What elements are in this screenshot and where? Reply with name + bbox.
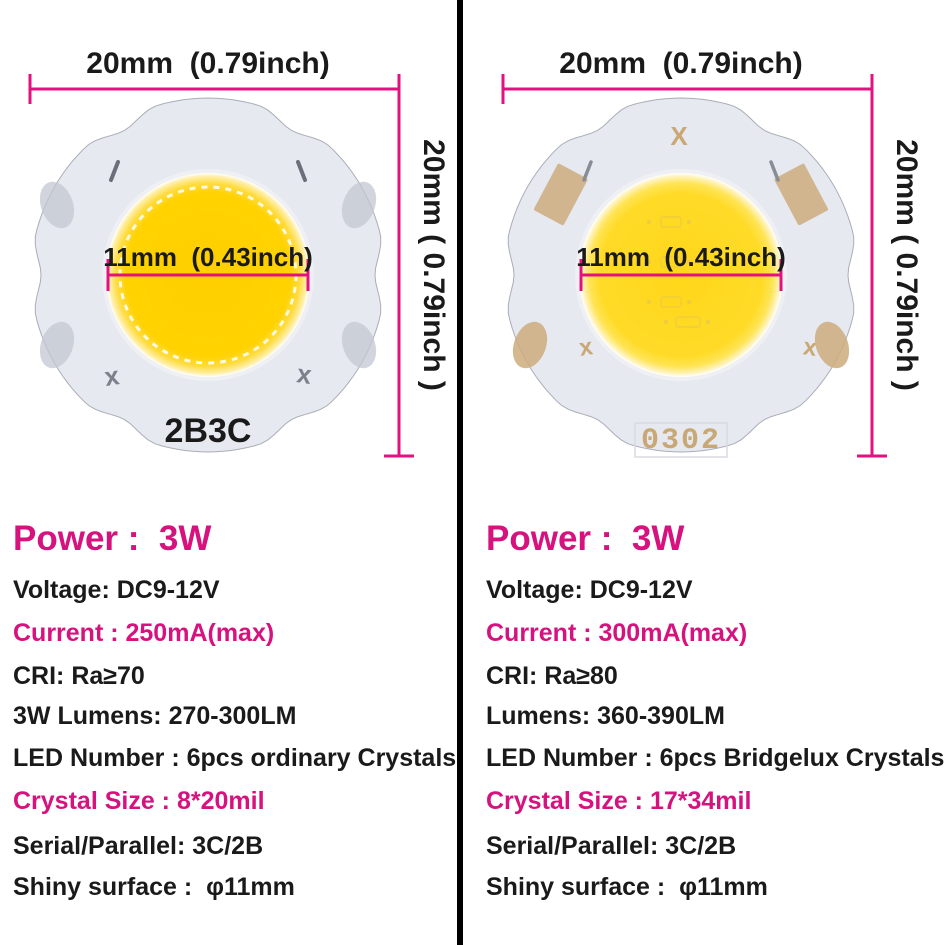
svg-text:2B3C: 2B3C — [165, 412, 252, 450]
svg-text:11mm (0.43inch): 11mm (0.43inch) — [103, 242, 313, 272]
svg-text:20mm (0.79inch): 20mm (0.79inch) — [559, 47, 802, 80]
svg-text:20mm ( 0.79inch ): 20mm ( 0.79inch ) — [890, 139, 923, 391]
svg-text:0302: 0302 — [641, 424, 721, 458]
svg-text:11mm (0.43inch): 11mm (0.43inch) — [576, 242, 786, 272]
svg-text:20mm (0.79inch): 20mm (0.79inch) — [86, 47, 329, 80]
svg-text:20mm ( 0.79inch ): 20mm ( 0.79inch ) — [417, 139, 450, 391]
svg-text:X: X — [670, 121, 688, 151]
